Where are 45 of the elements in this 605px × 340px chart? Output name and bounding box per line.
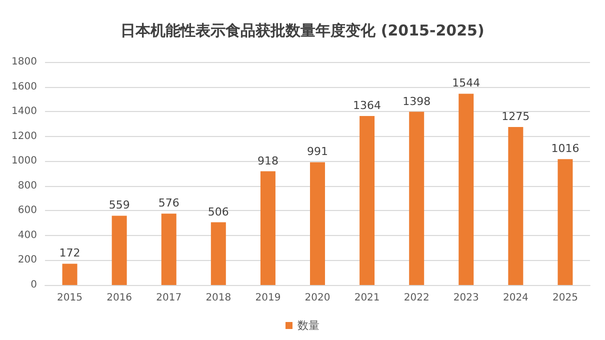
bar xyxy=(508,127,524,285)
x-tick-label: 2025 xyxy=(552,292,578,304)
y-tick-label: 800 xyxy=(18,180,37,192)
x-tick-label: 2021 xyxy=(354,292,380,304)
y-tick-label: 0 xyxy=(30,280,37,290)
data-label: 1016 xyxy=(551,142,580,156)
bar xyxy=(458,94,474,285)
bar xyxy=(360,116,375,285)
data-label: 506 xyxy=(208,205,229,218)
data-label: 1544 xyxy=(452,76,480,90)
x-tick-label: 2015 xyxy=(57,292,82,304)
data-label: 918 xyxy=(257,154,278,168)
y-tick-label: 1400 xyxy=(12,106,37,118)
data-label: 1364 xyxy=(353,99,382,112)
data-label: 172 xyxy=(59,246,80,260)
y-tick-label: 1200 xyxy=(12,130,37,142)
bar xyxy=(161,214,176,285)
bar xyxy=(260,171,276,285)
data-label: 559 xyxy=(108,198,130,212)
chart-title: 日本机能性表示食品获批数量年度变化 (2015-2025) xyxy=(120,22,484,40)
bar xyxy=(210,222,226,285)
bar xyxy=(62,264,78,285)
data-label: 991 xyxy=(307,145,328,158)
bar xyxy=(558,159,573,285)
data-label: 1275 xyxy=(502,110,530,124)
data-label: 576 xyxy=(158,196,180,210)
x-tick-label: 2016 xyxy=(106,292,132,304)
y-tick-label: 200 xyxy=(18,254,37,266)
x-tick-label: 2019 xyxy=(255,292,281,304)
y-tick-label: 400 xyxy=(18,230,37,241)
bar xyxy=(112,216,127,285)
x-tick-label: 2024 xyxy=(502,292,528,304)
x-tick-label: 2023 xyxy=(453,292,479,304)
x-tick-label: 2022 xyxy=(404,292,430,304)
x-tick-label: 2018 xyxy=(206,292,232,304)
y-tick-label: 1800 xyxy=(12,56,37,68)
bar xyxy=(310,162,325,285)
x-tick-label: 2017 xyxy=(156,292,182,304)
data-label: 1398 xyxy=(402,94,431,108)
legend-label: 数量 xyxy=(298,319,320,332)
y-tick-label: 1600 xyxy=(12,81,37,92)
x-tick-label: 2020 xyxy=(304,292,330,304)
y-tick-label: 1000 xyxy=(12,156,37,167)
bar xyxy=(409,112,424,285)
y-tick-label: 600 xyxy=(18,205,37,216)
